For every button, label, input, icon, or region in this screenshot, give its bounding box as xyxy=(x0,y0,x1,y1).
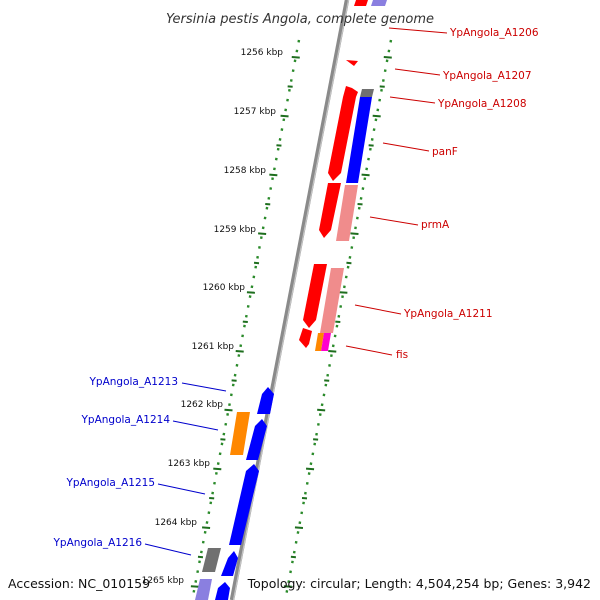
ruler-major-tick-outer-1 xyxy=(280,114,289,118)
connector-fis xyxy=(345,345,393,356)
connector-YpAngola_A1216 xyxy=(144,543,192,556)
kbp-label-1263: 1263 kbp xyxy=(168,459,211,469)
ruler-ticks xyxy=(190,56,392,588)
gene-YpAngola_A1211-feature[interactable] xyxy=(303,264,327,328)
forward-strand-features xyxy=(299,0,387,351)
gene-fis-feature[interactable] xyxy=(299,328,312,348)
gene-YpAngola_A1211-partner[interactable] xyxy=(320,268,344,333)
kbp-label-1264: 1264 kbp xyxy=(155,518,198,528)
ruler-major-tick-outer-4 xyxy=(246,291,255,294)
kbp-label-1258: 1258 kbp xyxy=(224,166,267,176)
connector-YpAngola_A1213 xyxy=(181,382,227,392)
connector-panF xyxy=(382,142,430,152)
bottom-clipped-blue-feature[interactable] xyxy=(215,582,230,600)
gene-label-fis[interactable]: fis xyxy=(396,349,408,361)
ruler-track: 1256 kbp 1257 kbp 1258 kbp 1259 kbp 1260… xyxy=(142,39,393,597)
gene-label-YpAngola_A1216[interactable]: YpAngola_A1216 xyxy=(52,537,142,549)
ruler-major-tick-outer-0 xyxy=(291,56,300,59)
gene-label-YpAngola_A1211[interactable]: YpAngola_A1211 xyxy=(403,308,493,320)
gene-YpAngola_A1207-feature[interactable] xyxy=(346,60,358,66)
gene-label-panF[interactable]: panF xyxy=(432,146,458,158)
kbp-label-1260: 1260 kbp xyxy=(203,283,246,293)
bottom-clipped-purple-feature[interactable] xyxy=(195,579,212,600)
reverse-label-connectors xyxy=(144,382,227,556)
topology-text: Topology: circular; Length: 4,504,254 bp… xyxy=(247,576,591,591)
gene-YpAngola_A1213-feature[interactable] xyxy=(257,387,274,414)
gene-YpAngola_A1208-partner[interactable] xyxy=(360,89,374,97)
reverse-strand-features xyxy=(195,387,274,600)
ruler-major-tick-inner-0 xyxy=(383,56,392,59)
ruler-major-tick-inner-8 xyxy=(294,526,304,529)
ruler-major-tick-inner-3 xyxy=(350,232,359,235)
forward-label-connectors xyxy=(345,27,448,356)
gene-label-YpAngola_A1207[interactable]: YpAngola_A1207 xyxy=(442,70,532,82)
reverse-gene-labels: YpAngola_A1213 YpAngola_A1214 YpAngola_A… xyxy=(52,376,178,549)
gene-label-prmA[interactable]: prmA xyxy=(421,219,450,231)
gene-YpAngola_A1208-feature[interactable] xyxy=(343,86,358,97)
kbp-label-1265: 1265 kbp xyxy=(142,576,185,586)
gene-YpAngola_A1215-feature[interactable] xyxy=(229,464,259,545)
ruler-major-tick-inner-9 xyxy=(283,585,292,588)
gene-label-YpAngola_A1214[interactable]: YpAngola_A1214 xyxy=(80,414,170,426)
gene-label-YpAngola_A1206[interactable]: YpAngola_A1206 xyxy=(449,27,539,39)
ruler-major-tick-inner-5 xyxy=(328,350,337,353)
ruler-major-tick-outer-9 xyxy=(190,585,199,588)
gene-YpAngola_A1206-feature[interactable] xyxy=(354,0,368,6)
accession-text: Accession: NC_010159 xyxy=(8,576,150,591)
gene-label-YpAngola_A1215[interactable]: YpAngola_A1215 xyxy=(65,477,155,489)
gene-label-YpAngola_A1208[interactable]: YpAngola_A1208 xyxy=(437,98,527,110)
kbp-label-1257: 1257 kbp xyxy=(234,107,277,117)
connector-YpAngola_A1208 xyxy=(389,96,436,104)
ruler-outer-dotted-line xyxy=(191,39,301,597)
connector-YpAngola_A1215 xyxy=(157,483,206,495)
gene-prmA-feature[interactable] xyxy=(319,183,341,238)
gene-YpAngola_A1214-feature[interactable] xyxy=(246,419,267,460)
connector-YpAngola_A1211 xyxy=(354,304,402,315)
gene-fis-partner-magenta[interactable] xyxy=(321,333,331,351)
kbp-label-1261: 1261 kbp xyxy=(192,342,235,352)
map-title: Yersinia pestis Angola, complete genome xyxy=(166,12,434,27)
forward-gene-labels: YpAngola_A1206 YpAngola_A1207 YpAngola_A… xyxy=(396,27,539,361)
gene-label-YpAngola_A1213[interactable]: YpAngola_A1213 xyxy=(88,376,178,388)
gene-prmA-partner[interactable] xyxy=(336,185,358,241)
ruler-inner-dotted-line xyxy=(284,39,393,597)
ruler-major-tick-inner-1 xyxy=(372,114,381,118)
gene-YpAngola_A1214-partner[interactable] xyxy=(230,412,250,455)
ruler-major-tick-inner-2 xyxy=(361,173,370,177)
kbp-label-1259: 1259 kbp xyxy=(214,225,257,235)
ruler-major-tick-outer-7 xyxy=(213,467,222,471)
ruler-major-tick-outer-3 xyxy=(258,232,267,235)
gene-YpAngola_A1216-feature[interactable] xyxy=(221,551,238,576)
gene-YpAngola_A1206-partner[interactable] xyxy=(371,0,387,6)
gene-panF-feature[interactable] xyxy=(328,97,356,181)
connector-YpAngola_A1207 xyxy=(394,68,441,76)
gene-YpAngola_A1216-partner[interactable] xyxy=(202,548,221,572)
ruler-tick-labels: 1256 kbp 1257 kbp 1258 kbp 1259 kbp 1260… xyxy=(142,48,284,586)
ruler-major-tick-inner-7 xyxy=(305,467,315,471)
kbp-label-1256: 1256 kbp xyxy=(241,48,284,58)
ruler-major-tick-outer-8 xyxy=(202,526,211,529)
ruler-major-tick-inner-6 xyxy=(317,408,326,412)
ruler-major-tick-inner-4 xyxy=(339,291,348,294)
ruler-major-tick-outer-5 xyxy=(235,350,244,353)
connector-YpAngola_A1206 xyxy=(388,27,448,34)
ruler-major-tick-outer-2 xyxy=(269,173,278,177)
connector-prmA xyxy=(369,216,419,226)
connector-YpAngola_A1214 xyxy=(172,420,219,431)
ruler-major-tick-outer-6 xyxy=(224,408,233,412)
backbone-highlight xyxy=(232,0,350,600)
kbp-label-1262: 1262 kbp xyxy=(181,400,224,410)
gene-panF-partner[interactable] xyxy=(346,97,372,183)
